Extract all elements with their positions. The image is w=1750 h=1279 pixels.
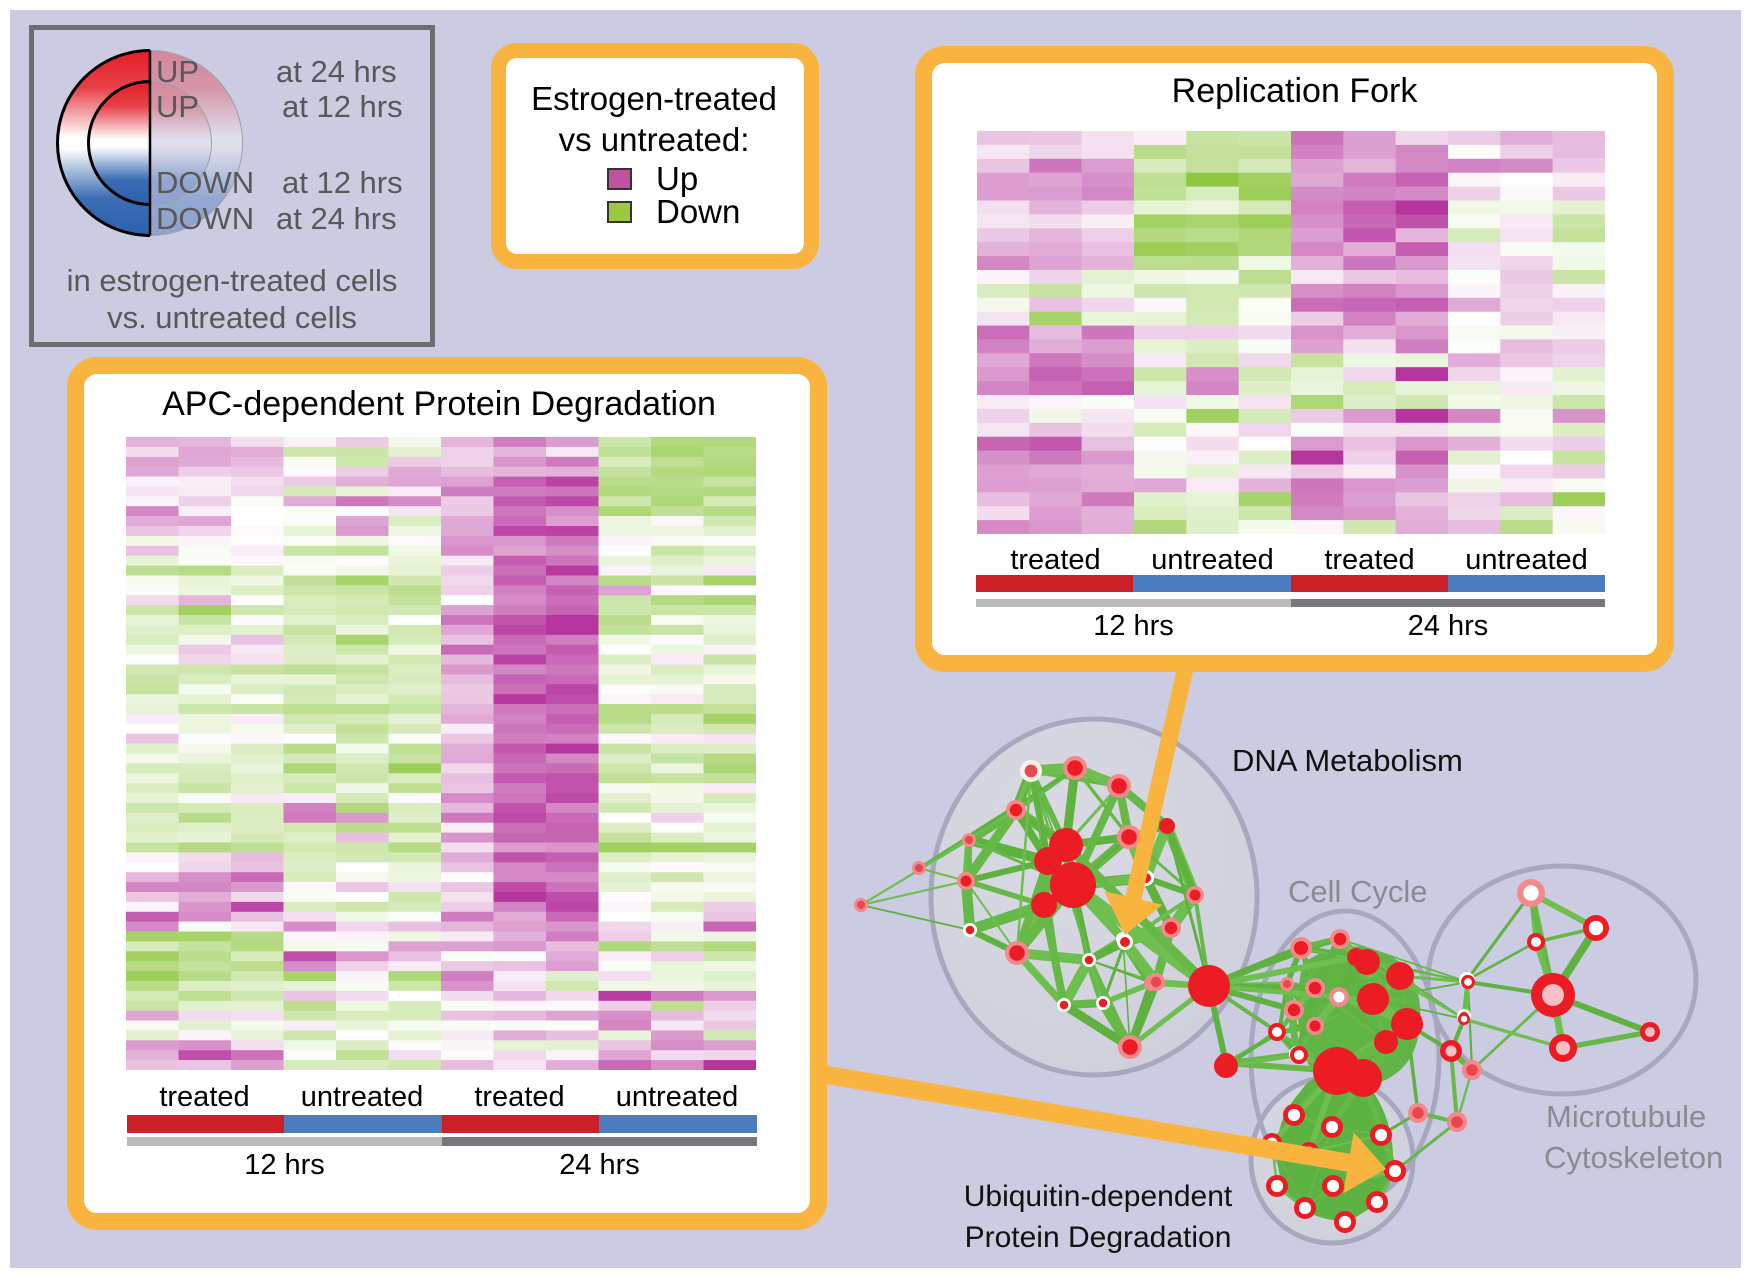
svg-text:Ubiquitin-dependent: Ubiquitin-dependent	[964, 1180, 1233, 1213]
svg-text:Cytoskeleton: Cytoskeleton	[1544, 1140, 1723, 1175]
svg-text:Protein Degradation: Protein Degradation	[965, 1221, 1232, 1254]
svg-text:Cell Cycle: Cell Cycle	[1288, 874, 1428, 909]
svg-text:DNA Metabolism: DNA Metabolism	[1232, 743, 1463, 778]
svg-text:Microtubule: Microtubule	[1546, 1099, 1706, 1134]
